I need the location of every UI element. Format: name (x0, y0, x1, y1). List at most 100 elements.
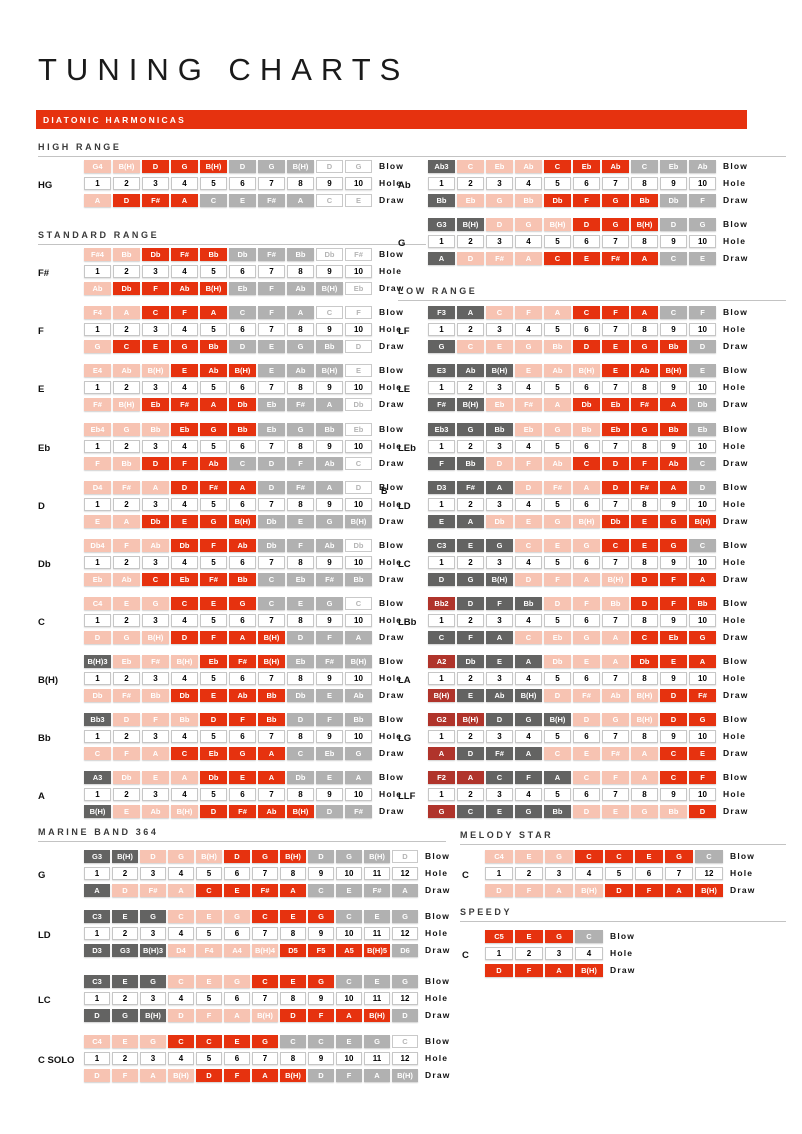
hole-cell: 1 (84, 672, 111, 685)
note-cell: F# (171, 398, 198, 411)
note-cell: C (486, 771, 513, 784)
note-cell: G (200, 423, 227, 436)
note-cell: D (287, 631, 314, 644)
note-cell: G (392, 910, 418, 923)
note-cell: Ab (287, 282, 314, 295)
note-cell: D (229, 340, 256, 353)
row-label-blow: Blow (379, 772, 405, 782)
hole-cell: 1 (84, 556, 111, 569)
hole-cell: 4 (171, 177, 198, 190)
draw-row: B(H) E Ab B(H) D F# Ab B(H) D F# Draw (428, 689, 749, 702)
row-label-hole: Hole (723, 615, 747, 625)
hole-cell: 10 (689, 235, 716, 248)
note-cell: D (457, 252, 484, 265)
harmonica-chart-a: A A3 Db E A Db E A Db E A Blow 1 2 3 4 5 6 7 8 9 10 Hole B(H) E A… (36, 771, 405, 822)
hole-cell: 10 (689, 381, 716, 394)
hole-cell: 7 (258, 381, 285, 394)
hole-cell: 9 (316, 381, 343, 394)
key-label: LA (398, 674, 411, 686)
note-cell: G (140, 975, 166, 988)
note-cell: C3 (84, 910, 110, 923)
note-cell: D (573, 218, 600, 231)
hole-cell: 2 (113, 614, 140, 627)
row-label-blow: Blow (610, 931, 636, 941)
note-cell: Bb (660, 340, 687, 353)
hole-cell: 4 (515, 235, 542, 248)
note-cell: F (171, 457, 198, 470)
note-cell: D (171, 481, 198, 494)
draw-row: D F A B(H) D F A B(H) D F A B(H) Draw (84, 1069, 451, 1082)
note-cell: Ab (200, 364, 227, 377)
note-cell: C (168, 1035, 194, 1048)
hole-cell: 3 (142, 177, 169, 190)
note-cell: Bb (142, 689, 169, 702)
hole-cell: 5 (544, 235, 571, 248)
note-cell: Ab (602, 160, 629, 173)
draw-row: F# B(H) Eb F# A Db Eb F# A Db Draw (428, 398, 749, 411)
section-rule (38, 244, 426, 245)
note-cell: F (544, 573, 571, 586)
row-label-blow: Blow (379, 307, 405, 317)
hole-cell: 5 (200, 788, 227, 801)
note-cell: Ab (113, 364, 140, 377)
note-cell: E (364, 975, 390, 988)
hole-cell: 3 (486, 235, 513, 248)
note-cell: Bb (229, 423, 256, 436)
note-cell: G (364, 1035, 390, 1048)
hole-cell: 1 (84, 992, 110, 1005)
note-cell: E (142, 771, 169, 784)
note-cell: B(H)4 (252, 944, 278, 957)
note-cell: C (660, 771, 687, 784)
hole-cell: 10 (345, 788, 372, 801)
note-cell: Db (457, 655, 484, 668)
harmonica-chart-leb: LEb Eb3 G Bb Eb G Bb Eb G Bb Eb Blow 1 2 3 4 5 6 7 8 9 10 Hole… (396, 423, 749, 474)
note-cell: A (428, 747, 455, 760)
note-cell: Bb (113, 248, 140, 261)
note-cell: D (515, 481, 542, 494)
note-cell: F# (316, 655, 343, 668)
note-cell: D6 (392, 944, 418, 957)
note-cell: Eb (171, 573, 198, 586)
hole-cell: 3 (142, 672, 169, 685)
note-cell: B(H) (631, 689, 658, 702)
note-cell: B(H) (113, 160, 140, 173)
row-label-blow: Blow (723, 772, 749, 782)
note-cell: F# (229, 805, 256, 818)
note-cell: A (689, 655, 716, 668)
hole-row: 1 2 3 4 5 6 7 8 9 10 Hole (84, 672, 405, 685)
hole-cell: 9 (316, 498, 343, 511)
note-cell: C (316, 194, 343, 207)
hole-cell: 7 (252, 992, 278, 1005)
note-cell: F (113, 539, 140, 552)
row-label-blow: Blow (723, 307, 749, 317)
chart-rows: G3 B(H) D G B(H) D G B(H) D G Blow 1 2 3 4 5 6 7 8 9 10 Hole A… (428, 218, 749, 269)
note-cell: E (689, 364, 716, 377)
note-cell: D (258, 457, 285, 470)
hole-cell: 10 (345, 323, 372, 336)
hole-cell: 12 (392, 992, 418, 1005)
draw-row: Eb Ab C Eb F# Bb C Eb F# Bb Draw (84, 573, 405, 586)
note-cell: F# (457, 481, 484, 494)
hole-cell: 6 (229, 498, 256, 511)
note-cell: G (660, 539, 687, 552)
note-cell: E (224, 1035, 250, 1048)
note-cell: E (113, 597, 140, 610)
note-cell: Eb (660, 631, 687, 644)
diatonic-harmonicas-banner: DIATONIC HARMONICAS (36, 110, 747, 129)
row-label-draw: Draw (425, 945, 451, 955)
note-cell: G (316, 597, 343, 610)
note-cell: C (316, 306, 343, 319)
hole-row: 1 2 3 4 5 6 7 8 9 10 Hole (428, 235, 749, 248)
note-cell: C (308, 884, 334, 897)
hole-cell: 3 (142, 730, 169, 743)
draw-row: G C E G Bb D E G Bb D Draw (428, 805, 749, 818)
harmonica-chart-db: Db Db4 F Ab Db F Ab Db F Ab Db Blow 1 2 3 4 5 6 7 8 9 10 Hole E… (36, 539, 405, 590)
draw-row: D F A B(H) Draw (485, 964, 636, 977)
hole-cell: 9 (316, 323, 343, 336)
note-cell: C (660, 252, 687, 265)
note-cell: G (660, 515, 687, 528)
note-cell: Bb (660, 423, 687, 436)
note-cell: D (140, 850, 166, 863)
note-cell: F (84, 457, 111, 470)
